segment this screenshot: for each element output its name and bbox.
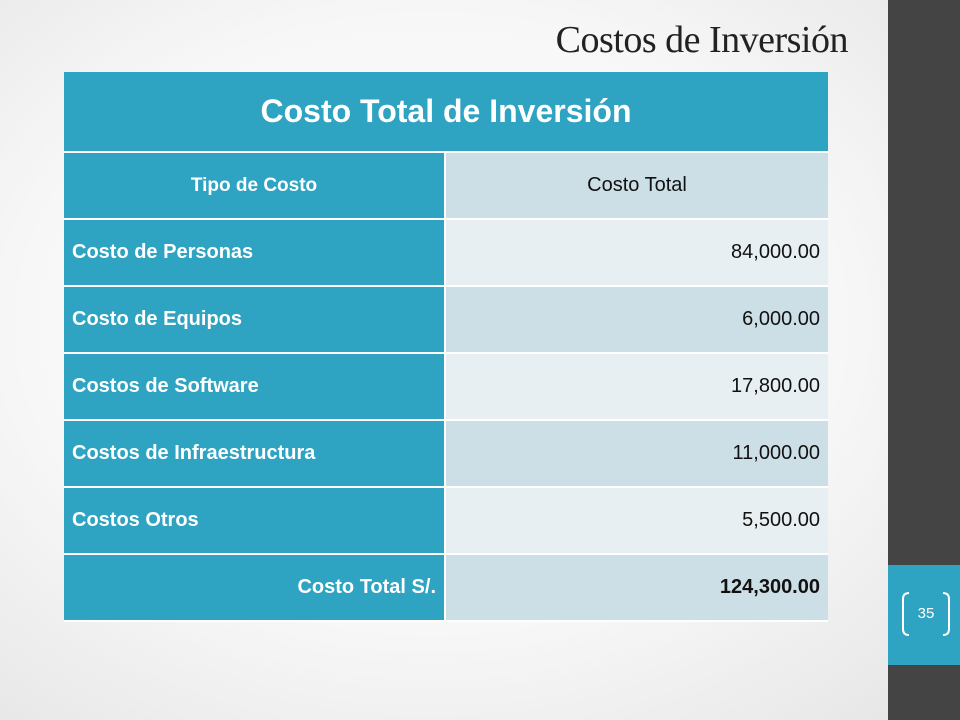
table-row: Costos de Software 17,800.00 [64,353,828,421]
column-header-cost-type: Tipo de Costo [64,152,446,220]
row-label: Costos de Software [64,353,446,421]
row-label: Costo de Personas [64,219,446,287]
table-row: Costos Otros 5,500.00 [64,487,828,555]
row-value: 5,500.00 [445,487,828,555]
row-value: 6,000.00 [445,286,828,354]
column-header-total-cost: Costo Total [445,152,828,220]
table-row: Costos de Infraestructura 11,000.00 [64,420,828,488]
investment-cost-table: Costo Total de Inversión Tipo de Costo C… [64,72,828,622]
row-label: Costos de Infraestructura [64,420,446,488]
total-label: Costo Total S/. [64,554,446,622]
table-title-row: Costo Total de Inversión [64,72,828,153]
table-title: Costo Total de Inversión [64,72,828,153]
page-number: 35 [917,605,935,622]
row-value: 84,000.00 [445,219,828,287]
total-row: Costo Total S/. 124,300.00 [64,554,828,622]
row-value: 17,800.00 [445,353,828,421]
row-label: Costos Otros [64,487,446,555]
table-row: Costo de Equipos 6,000.00 [64,286,828,354]
table-row: Costo de Personas 84,000.00 [64,219,828,287]
total-value: 124,300.00 [445,554,828,622]
slide-title: Costos de Inversión [555,19,849,61]
row-label: Costo de Equipos [64,286,446,354]
page-number-bracket-icon [902,592,950,636]
row-value: 11,000.00 [445,420,828,488]
column-header-row: Tipo de Costo Costo Total [64,152,828,220]
